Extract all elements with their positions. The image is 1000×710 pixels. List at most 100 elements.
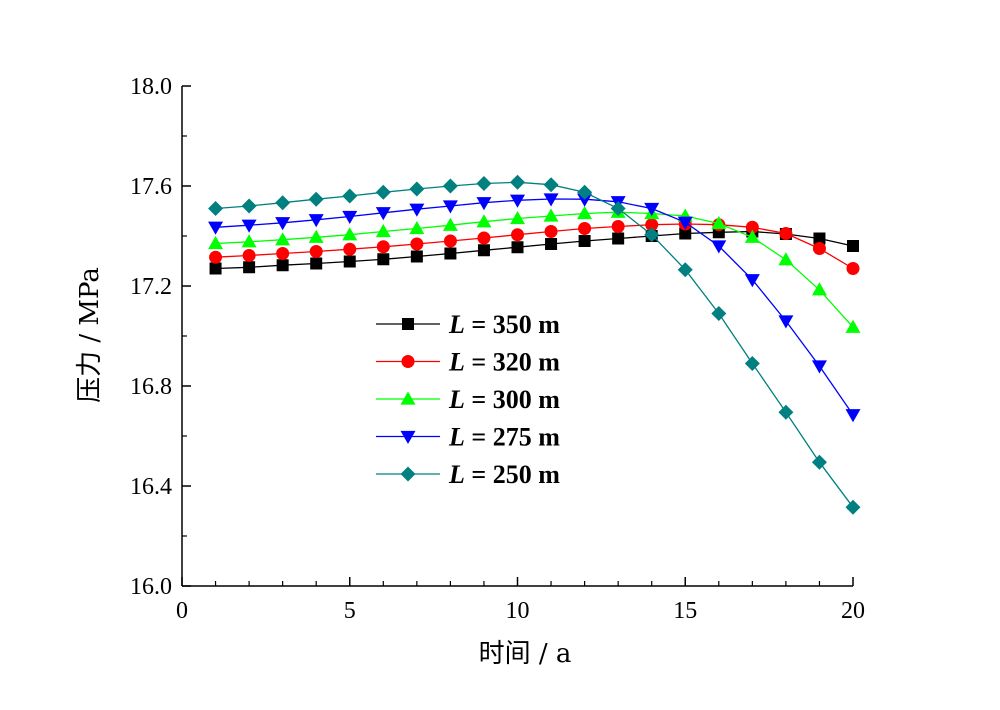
data-point: [745, 220, 759, 234]
data-point: [610, 201, 626, 216]
data-point: [342, 227, 358, 241]
data-point: [811, 282, 827, 296]
legend-label: L = 275 m: [448, 423, 560, 452]
data-point: [409, 221, 425, 235]
data-point: [510, 211, 525, 225]
data-point: [578, 235, 591, 247]
data-point: [442, 200, 458, 214]
data-point: [744, 274, 760, 288]
legend-item-3: L = 300 m: [376, 385, 560, 414]
data-point: [308, 191, 324, 207]
x-tick-label: 5: [344, 598, 356, 624]
legend-variable: L: [448, 348, 465, 377]
legend-value: = 320 m: [465, 348, 560, 377]
data-point: [409, 181, 425, 197]
data-point: [409, 203, 425, 217]
data-point: [543, 177, 559, 193]
data-point: [376, 240, 390, 254]
data-point: [443, 234, 457, 248]
data-point: [241, 234, 257, 248]
data-point: [343, 255, 356, 268]
data-point: [711, 240, 727, 254]
data-point: [209, 262, 222, 275]
legend-label: L = 320 m: [448, 348, 560, 377]
data-point: [310, 257, 323, 270]
data-point: [811, 360, 827, 374]
data-point: [510, 194, 525, 208]
data-point: [779, 227, 793, 240]
data-point: [375, 184, 391, 200]
data-point: [644, 227, 660, 243]
legend-item-1: L = 350 m: [376, 310, 560, 339]
data-point: [845, 499, 861, 515]
legend-marker: [400, 391, 416, 405]
data-point: [308, 229, 324, 243]
legend-label: L = 300 m: [448, 385, 560, 414]
data-point: [847, 240, 859, 252]
data-point: [243, 261, 256, 274]
data-point: [342, 188, 358, 204]
data-point: [677, 216, 693, 230]
data-point: [276, 259, 289, 272]
data-point: [410, 250, 423, 263]
data-point: [477, 244, 490, 257]
legend-label: L = 250 m: [448, 460, 560, 489]
data-point: [744, 356, 760, 371]
data-point: [711, 216, 727, 230]
legend-variable: L: [448, 423, 465, 452]
data-point: [275, 232, 291, 246]
data-point: [375, 224, 391, 238]
data-point: [544, 225, 558, 238]
legend-value: = 250 m: [465, 460, 560, 489]
data-point: [275, 217, 291, 231]
y-tick-label: 16.0: [130, 574, 172, 600]
data-point: [543, 193, 559, 207]
data-point: [510, 174, 525, 190]
data-point: [543, 208, 559, 222]
data-point: [811, 454, 827, 470]
data-point: [511, 241, 524, 254]
data-point: [241, 198, 257, 214]
data-point: [679, 227, 692, 240]
legend-variable: L: [448, 460, 465, 489]
legend-value: = 275 m: [465, 423, 560, 452]
series-4: [208, 193, 861, 423]
data-point: [645, 218, 659, 232]
legend-variable: L: [448, 385, 465, 414]
data-point: [744, 229, 760, 243]
data-point: [578, 222, 592, 235]
y-tick-label: 17.6: [130, 174, 172, 200]
data-point: [812, 242, 826, 255]
y-tick-label: 16.8: [130, 374, 172, 400]
data-point: [577, 184, 593, 200]
data-point: [442, 217, 458, 231]
data-point: [275, 195, 291, 211]
data-point: [577, 206, 593, 220]
legend-marker: [401, 355, 415, 368]
data-point: [846, 262, 860, 275]
data-point: [778, 315, 794, 329]
legend-value: = 350 m: [465, 310, 560, 339]
data-point: [308, 214, 324, 228]
legend: L = 350 mL = 320 mL = 300 mL = 275 mL = …: [376, 310, 560, 489]
data-point: [845, 319, 861, 333]
legend-value: = 300 m: [465, 385, 560, 414]
series-5: [208, 174, 861, 515]
x-tick-label: 15: [673, 598, 697, 624]
data-point: [644, 202, 660, 216]
data-point: [611, 220, 625, 233]
data-point: [545, 238, 558, 250]
y-tick-label: 18.0: [130, 74, 172, 100]
y-tick-label: 17.2: [130, 274, 172, 300]
data-point: [476, 176, 492, 191]
data-point: [208, 221, 224, 235]
axes: 0 5 10 15 20 16.0 16.4 16.8 17.2 17.6 18.0: [130, 74, 865, 624]
legend-marker: [400, 466, 416, 482]
data-point: [778, 252, 794, 266]
x-tick-label: 10: [506, 598, 530, 624]
data-point: [375, 207, 391, 221]
data-point: [711, 306, 727, 321]
legend-marker: [402, 318, 414, 330]
x-axis-title: 时间 / a: [479, 639, 572, 669]
